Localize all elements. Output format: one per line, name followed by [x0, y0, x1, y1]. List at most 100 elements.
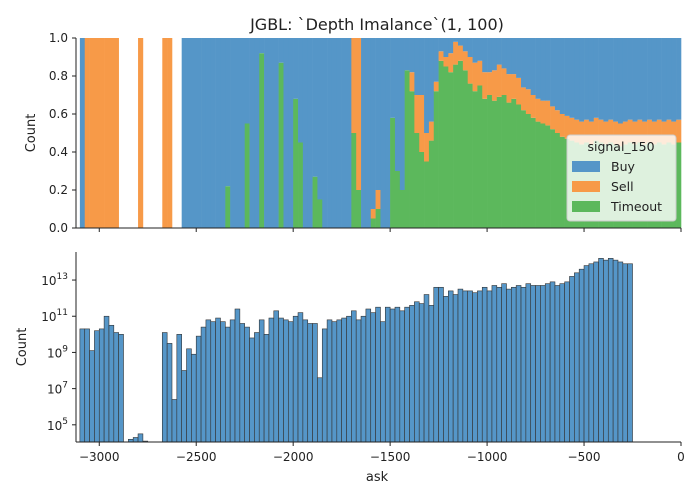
top-bar-buy: [244, 38, 250, 124]
bottom-bar: [506, 288, 512, 443]
top-ytick-label: 1.0: [49, 31, 68, 45]
top-bar-timeout: [351, 133, 357, 228]
top-bar-buy: [554, 38, 561, 111]
top-bar-sell: [530, 95, 536, 118]
top-bar-buy: [574, 38, 580, 120]
top-bar-buy: [516, 38, 522, 78]
top-bar-buy: [336, 38, 342, 228]
bottom-bar: [520, 286, 527, 443]
top-bar-sell: [613, 121, 619, 145]
top-bar-buy: [525, 38, 532, 90]
legend-entries: Buy Sell Timeout: [572, 159, 662, 214]
top-bar-sell: [487, 72, 493, 95]
top-bar-timeout: [419, 152, 425, 228]
bottom-xtick-label: −2000: [273, 450, 314, 464]
top-bar-sell: [419, 95, 425, 152]
top-bar-buy: [472, 38, 478, 63]
top-bar-timeout: [414, 133, 420, 228]
top-axes: 0.0 0.2 0.4 0.6 0.8 1.0: [49, 31, 682, 235]
bottom-xtick-label: −1500: [370, 450, 411, 464]
bottom-bar: [137, 433, 144, 443]
bottom-bar: [244, 326, 250, 443]
bottom-bar: [302, 319, 309, 443]
bottom-bar: [317, 377, 323, 443]
bottom-bar: [288, 321, 294, 443]
top-bar-buy: [458, 38, 464, 46]
bottom-bar: [622, 263, 628, 443]
top-bar-sell: [424, 133, 430, 162]
top-bar-buy: [191, 38, 197, 228]
top-bar-sell: [661, 121, 667, 145]
top-bar-buy: [661, 38, 667, 122]
top-bar-sell: [637, 119, 643, 143]
top-bar-buy: [327, 38, 333, 228]
top-bar-sell: [525, 89, 532, 114]
legend: signal_150 Buy Sell Timeout: [566, 134, 677, 222]
top-bar-sell: [89, 38, 95, 228]
bottom-bar: [351, 310, 357, 443]
bottom-bar: [578, 268, 585, 443]
top-bar-buy: [317, 38, 323, 200]
top-bar-timeout: [448, 72, 454, 228]
bottom-bar: [360, 315, 367, 443]
top-bar-buy: [419, 38, 425, 95]
bottom-bar: [84, 328, 90, 443]
bottom-bar: [254, 332, 260, 443]
bottom-bar: [457, 288, 464, 443]
bottom-bar: [79, 328, 86, 443]
top-bar-buy: [205, 38, 212, 228]
bottom-xtick-label: −500: [568, 450, 601, 464]
top-bar-sell: [84, 38, 90, 228]
legend-box: [566, 134, 677, 222]
bottom-ytick-label: 105: [47, 417, 68, 433]
top-bar-timeout: [467, 83, 473, 228]
top-bar-buy: [676, 38, 682, 120]
bottom-bar: [564, 281, 570, 443]
top-bar-buy: [239, 38, 246, 228]
bottom-bar: [229, 319, 236, 443]
bottom-bar: [380, 321, 386, 443]
top-bar-timeout: [458, 60, 464, 228]
top-bar-sell: [608, 119, 614, 143]
top-bar-sell: [108, 38, 115, 228]
top-bar-timeout: [317, 199, 323, 228]
top-bar-buy: [341, 38, 347, 228]
top-bar-buy: [288, 38, 294, 228]
top-bar-sell: [647, 119, 653, 143]
top-bar-buy: [404, 38, 410, 71]
bottom-bar: [399, 310, 405, 443]
top-bar-timeout: [399, 190, 405, 228]
top-bar-sell: [598, 119, 604, 143]
bottom-bar: [220, 321, 226, 443]
top-bar-timeout: [559, 136, 565, 228]
top-bar-sell: [462, 51, 468, 71]
top-bar-sell: [506, 74, 512, 103]
top-bar-buy: [579, 38, 585, 122]
top-bar-sell: [443, 57, 449, 67]
top-bar-buy: [424, 38, 430, 133]
top-bar-sell: [676, 119, 682, 143]
top-bar-buy: [467, 38, 473, 57]
top-bar-buy: [506, 38, 512, 75]
top-bar-buy: [370, 38, 376, 209]
top-bar-buy: [666, 38, 672, 120]
bottom-bar: [191, 353, 197, 443]
top-bar-buy: [225, 38, 231, 187]
top-bar-buy: [530, 38, 536, 95]
top-bar-timeout: [506, 102, 512, 228]
top-bar-buy: [487, 38, 493, 73]
top-bar-sell: [584, 119, 590, 143]
top-bar-buy: [409, 38, 415, 73]
top-ytick-label: 0.6: [49, 107, 68, 121]
top-bar-timeout: [370, 218, 376, 228]
top-bar-buy: [390, 38, 396, 118]
top-bar-sell: [666, 119, 672, 143]
bottom-bar: [171, 399, 178, 443]
top-bar-buy: [462, 38, 468, 52]
bottom-bar: [515, 285, 522, 443]
top-bar-buy: [428, 38, 435, 122]
top-bar-timeout: [424, 161, 430, 228]
top-bar-timeout: [298, 142, 304, 228]
bottom-panel: 105 107 109 1011 1013 −3000 −2500 −2000 −1500 −10…: [15, 252, 685, 485]
top-bar-timeout: [356, 190, 362, 228]
